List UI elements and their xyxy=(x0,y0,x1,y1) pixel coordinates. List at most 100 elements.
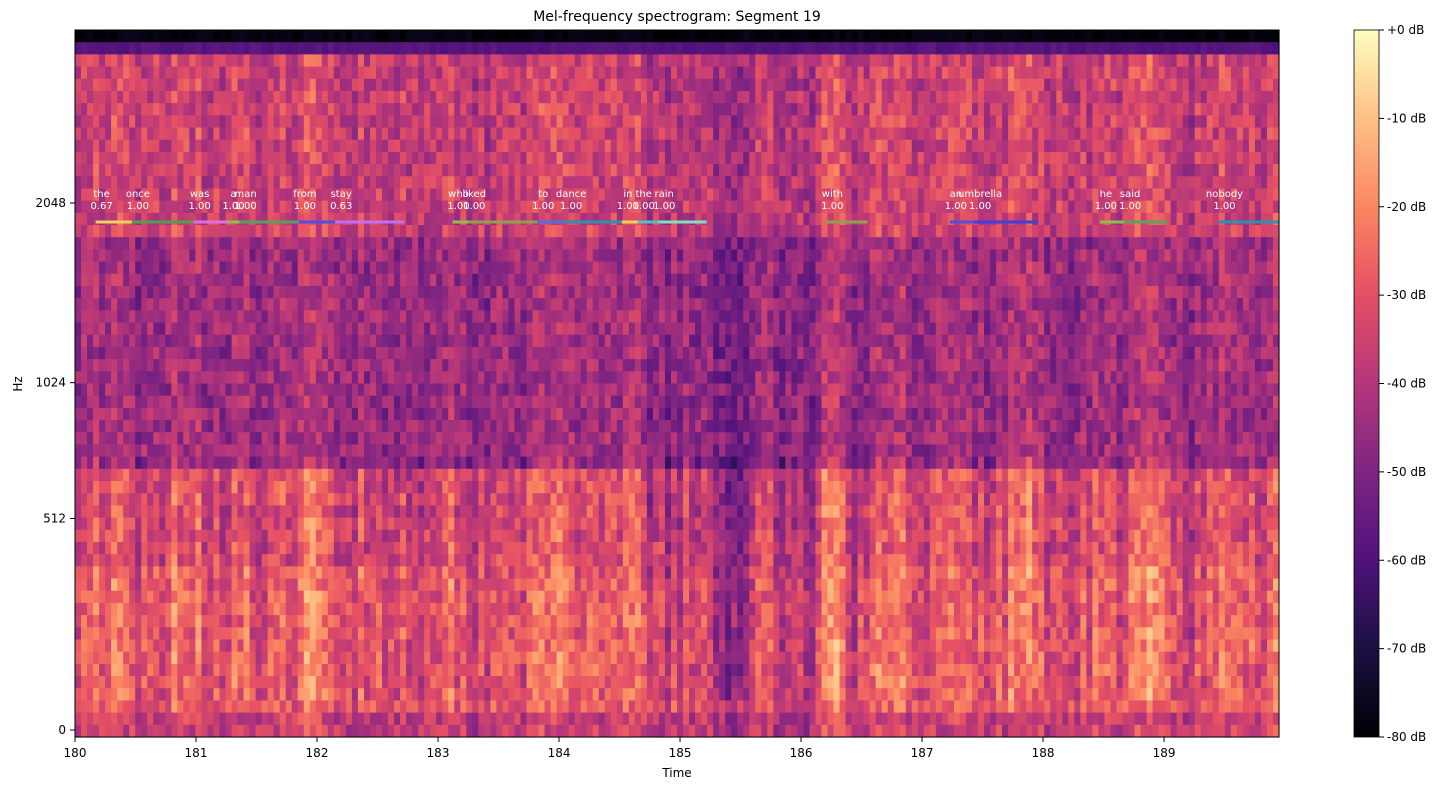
spectrogram-cell xyxy=(869,139,877,153)
spectrogram-cell xyxy=(363,298,371,311)
spectrogram-cell xyxy=(1050,115,1057,129)
spectrogram-cell xyxy=(586,66,594,80)
spectrogram-cell xyxy=(490,151,497,165)
spectrogram-cell xyxy=(953,273,961,287)
spectrogram-cell xyxy=(424,30,431,43)
spectrogram-cell xyxy=(1008,103,1015,116)
spectrogram-cell xyxy=(490,261,497,275)
spectrogram-cell xyxy=(1182,212,1190,226)
spectrogram-cell xyxy=(701,188,708,202)
spectrogram-cell xyxy=(105,127,112,141)
spectrogram-cell xyxy=(622,237,630,251)
spectrogram-cell xyxy=(1038,212,1045,226)
spectrogram-cell xyxy=(1170,127,1178,141)
spectrogram-cell xyxy=(713,78,720,92)
spectrogram-cell xyxy=(448,78,455,92)
spectrogram-cell xyxy=(303,200,311,214)
spectrogram-cell xyxy=(719,54,726,68)
spectrogram-cell xyxy=(1200,188,1208,202)
spectrogram-cell xyxy=(171,225,178,238)
spectrogram-cell xyxy=(369,115,377,129)
spectrogram-cell xyxy=(833,66,841,80)
spectrogram-cell xyxy=(905,285,913,299)
spectrogram-cell xyxy=(93,164,100,177)
spectrogram-cell xyxy=(339,212,347,226)
spectrogram-cell xyxy=(658,322,666,336)
spectrogram-cell xyxy=(297,139,305,153)
spectrogram-cell xyxy=(616,78,624,92)
spectrogram-cell xyxy=(640,30,648,43)
spectrogram-cell xyxy=(622,285,630,299)
spectrogram-cell xyxy=(147,151,154,165)
spectrogram-cell xyxy=(207,151,215,165)
spectrogram-cell xyxy=(785,30,792,43)
spectrogram-cell xyxy=(1044,322,1051,336)
spectrogram-cell xyxy=(183,90,190,104)
spectrogram-cell xyxy=(339,285,347,299)
spectrogram-cell xyxy=(1116,78,1124,92)
spectrogram-cell xyxy=(261,225,269,238)
spectrogram-cell xyxy=(911,273,919,287)
spectrogram-cell xyxy=(430,200,437,214)
spectrogram-cell xyxy=(791,78,798,92)
spectrogram-cell xyxy=(887,115,895,129)
spectrogram-cell xyxy=(701,139,708,153)
spectrogram-cell xyxy=(1092,103,1099,116)
spectrogram-cell xyxy=(869,188,877,202)
spectrogram-cell xyxy=(978,151,985,165)
spectrogram-cell xyxy=(442,103,449,116)
spectrogram-cell xyxy=(845,127,853,141)
spectrogram-cell xyxy=(231,164,239,177)
spectrogram-cell xyxy=(345,261,353,275)
spectrogram-cell xyxy=(875,103,883,116)
spectrogram-cell xyxy=(213,90,221,104)
spectrogram-cell xyxy=(1212,176,1220,190)
spectrogram-cell xyxy=(189,212,196,226)
spectrogram-cell xyxy=(297,261,305,275)
spectrogram-cell xyxy=(779,225,786,238)
spectrogram-cell xyxy=(460,176,467,190)
spectrogram-cell xyxy=(743,322,750,336)
spectrogram-cell xyxy=(550,54,558,68)
spectrogram-cell xyxy=(851,285,859,299)
spectrogram-cell xyxy=(87,322,94,336)
spectrogram-cell xyxy=(1206,78,1214,92)
spectrogram-cell xyxy=(815,225,823,238)
spectrogram-cell xyxy=(664,225,672,238)
spectrogram-cell xyxy=(315,237,323,251)
spectrogram-cell xyxy=(550,42,558,55)
spectrogram-cell xyxy=(1254,164,1262,177)
spectrogram-cell xyxy=(93,200,100,214)
spectrogram-cell xyxy=(695,127,702,141)
spectrogram-cell xyxy=(990,237,997,251)
spectrogram-cell xyxy=(1212,285,1220,299)
spectrogram-cell xyxy=(905,322,913,336)
spectrogram-cell xyxy=(147,225,154,238)
spectrogram-cell xyxy=(755,176,762,190)
spectrogram-cell xyxy=(743,200,750,214)
spectrogram-cell xyxy=(219,212,227,226)
spectrogram-cell xyxy=(412,127,419,141)
spectrogram-cell xyxy=(1038,66,1045,80)
spectrogram-cell xyxy=(1020,285,1027,299)
spectrogram-cell xyxy=(851,42,859,55)
spectrogram-cell xyxy=(990,212,997,226)
spectrogram-cell xyxy=(201,139,209,153)
spectrogram-cell xyxy=(677,273,684,287)
spectrogram-cell xyxy=(1164,54,1172,68)
spectrogram-cell xyxy=(1272,164,1280,177)
spectrogram-cell xyxy=(243,225,251,238)
spectrogram-cell xyxy=(1248,188,1256,202)
spectrogram-cell xyxy=(159,176,166,190)
spectrogram-cell xyxy=(990,285,997,299)
spectrogram-cell xyxy=(622,225,630,238)
spectrogram-cell xyxy=(297,42,305,55)
spectrogram-cell xyxy=(424,322,431,336)
spectrogram-cell xyxy=(1116,115,1124,129)
spectrogram-cell xyxy=(550,322,558,336)
spectrogram-cell xyxy=(466,237,473,251)
spectrogram-cell xyxy=(544,225,552,238)
spectrogram-cell xyxy=(75,103,82,116)
spectrogram-cell xyxy=(592,261,600,275)
spectrogram-cell xyxy=(285,310,293,324)
